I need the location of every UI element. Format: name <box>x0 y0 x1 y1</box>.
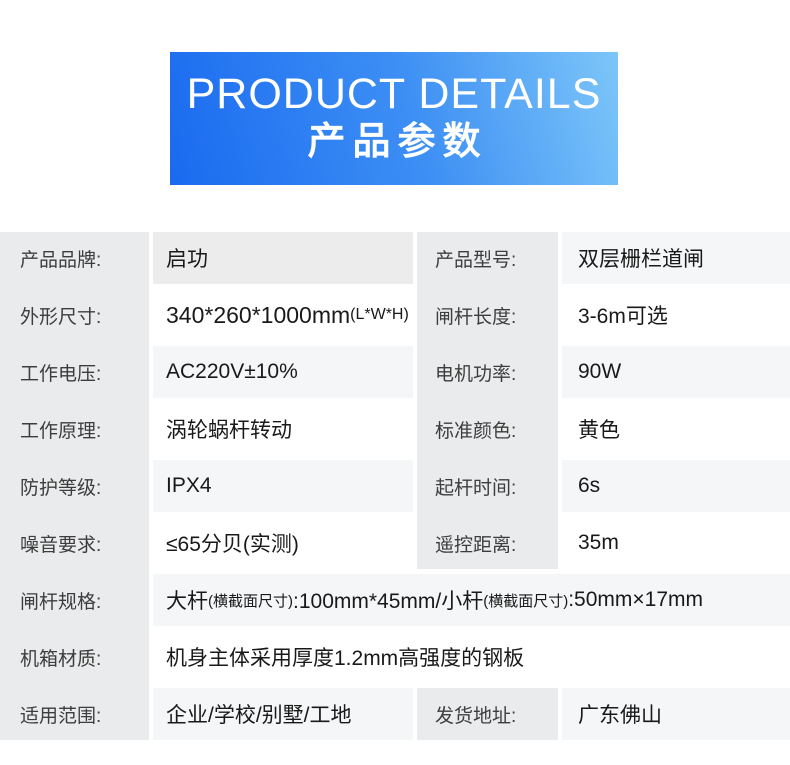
label-protection-rating: 防护等级: <box>20 477 102 499</box>
rod-spec-note: (横截面尺寸) <box>208 592 293 610</box>
label-application-scope: 适用范围: <box>20 705 102 727</box>
value-standard-color: 黄色 <box>562 403 790 455</box>
banner-title-zh: 产品参数 <box>307 120 488 163</box>
value-rod-spec: 大杆 (横截面尺寸):100mm*45mm/小杆 (横截面尺寸):50mm×17mm <box>153 574 790 626</box>
label-working-principle: 工作原理: <box>20 420 102 442</box>
value-dimensions: 340*260*1000mm (L*W*H) <box>153 289 413 341</box>
value-dimensions-unit: (L*W*H) <box>350 306 409 323</box>
value-shipping-address: 广东佛山 <box>562 688 790 740</box>
label-motor-power: 电机功率: <box>435 363 517 385</box>
value-raise-time: 6s <box>562 460 790 512</box>
label-remote-distance: 遥控距离: <box>435 534 517 556</box>
label-cabinet-material: 机箱材质: <box>20 648 102 670</box>
value-dimensions-main: 340*260*1000mm <box>166 301 351 328</box>
value-working-principle: 涡轮蜗杆转动 <box>153 403 413 455</box>
rod-spec-part: 大杆 <box>166 590 208 613</box>
label-rod-spec: 闸杆规格: <box>20 591 102 613</box>
value-working-voltage: AC220V±10% <box>153 346 413 398</box>
label-working-voltage: 工作电压: <box>20 363 102 385</box>
rod-spec-part: :100mm*45mm/小杆 <box>293 590 484 613</box>
value-rod-length: 3-6m可选 <box>562 289 790 341</box>
right-label-column-bg-bottom <box>417 688 558 740</box>
value-protection-rating: IPX4 <box>153 460 413 512</box>
value-motor-power: 90W <box>562 346 790 398</box>
value-application-scope: 企业/学校/别墅/工地 <box>153 688 413 740</box>
label-standard-color: 标准颜色: <box>435 420 517 442</box>
value-product-brand: 启功 <box>153 232 413 284</box>
banner: PRODUCT DETAILS 产品参数 <box>170 52 618 185</box>
left-label-column-bg <box>0 232 149 740</box>
rod-spec-part: :50mm×17mm <box>568 588 704 611</box>
value-product-model: 双层栅栏道闸 <box>562 232 790 284</box>
value-noise-requirement: ≤65分贝(实测) <box>153 517 413 569</box>
rod-spec-note: (横截面尺寸) <box>483 592 569 610</box>
label-product-brand: 产品品牌: <box>20 249 102 271</box>
label-raise-time: 起杆时间: <box>435 477 517 499</box>
label-rod-length: 闸杆长度: <box>435 306 517 328</box>
value-cabinet-material: 机身主体采用厚度1.2mm高强度的钢板 <box>153 631 790 683</box>
right-label-column-bg-top <box>417 232 558 569</box>
label-shipping-address: 发货地址: <box>435 705 517 727</box>
label-product-model: 产品型号: <box>435 249 517 271</box>
banner-title-en: PRODUCT DETAILS <box>186 69 602 118</box>
label-dimensions: 外形尺寸: <box>20 306 102 328</box>
label-noise-requirement: 噪音要求: <box>20 534 102 556</box>
value-remote-distance: 35m <box>562 517 790 569</box>
